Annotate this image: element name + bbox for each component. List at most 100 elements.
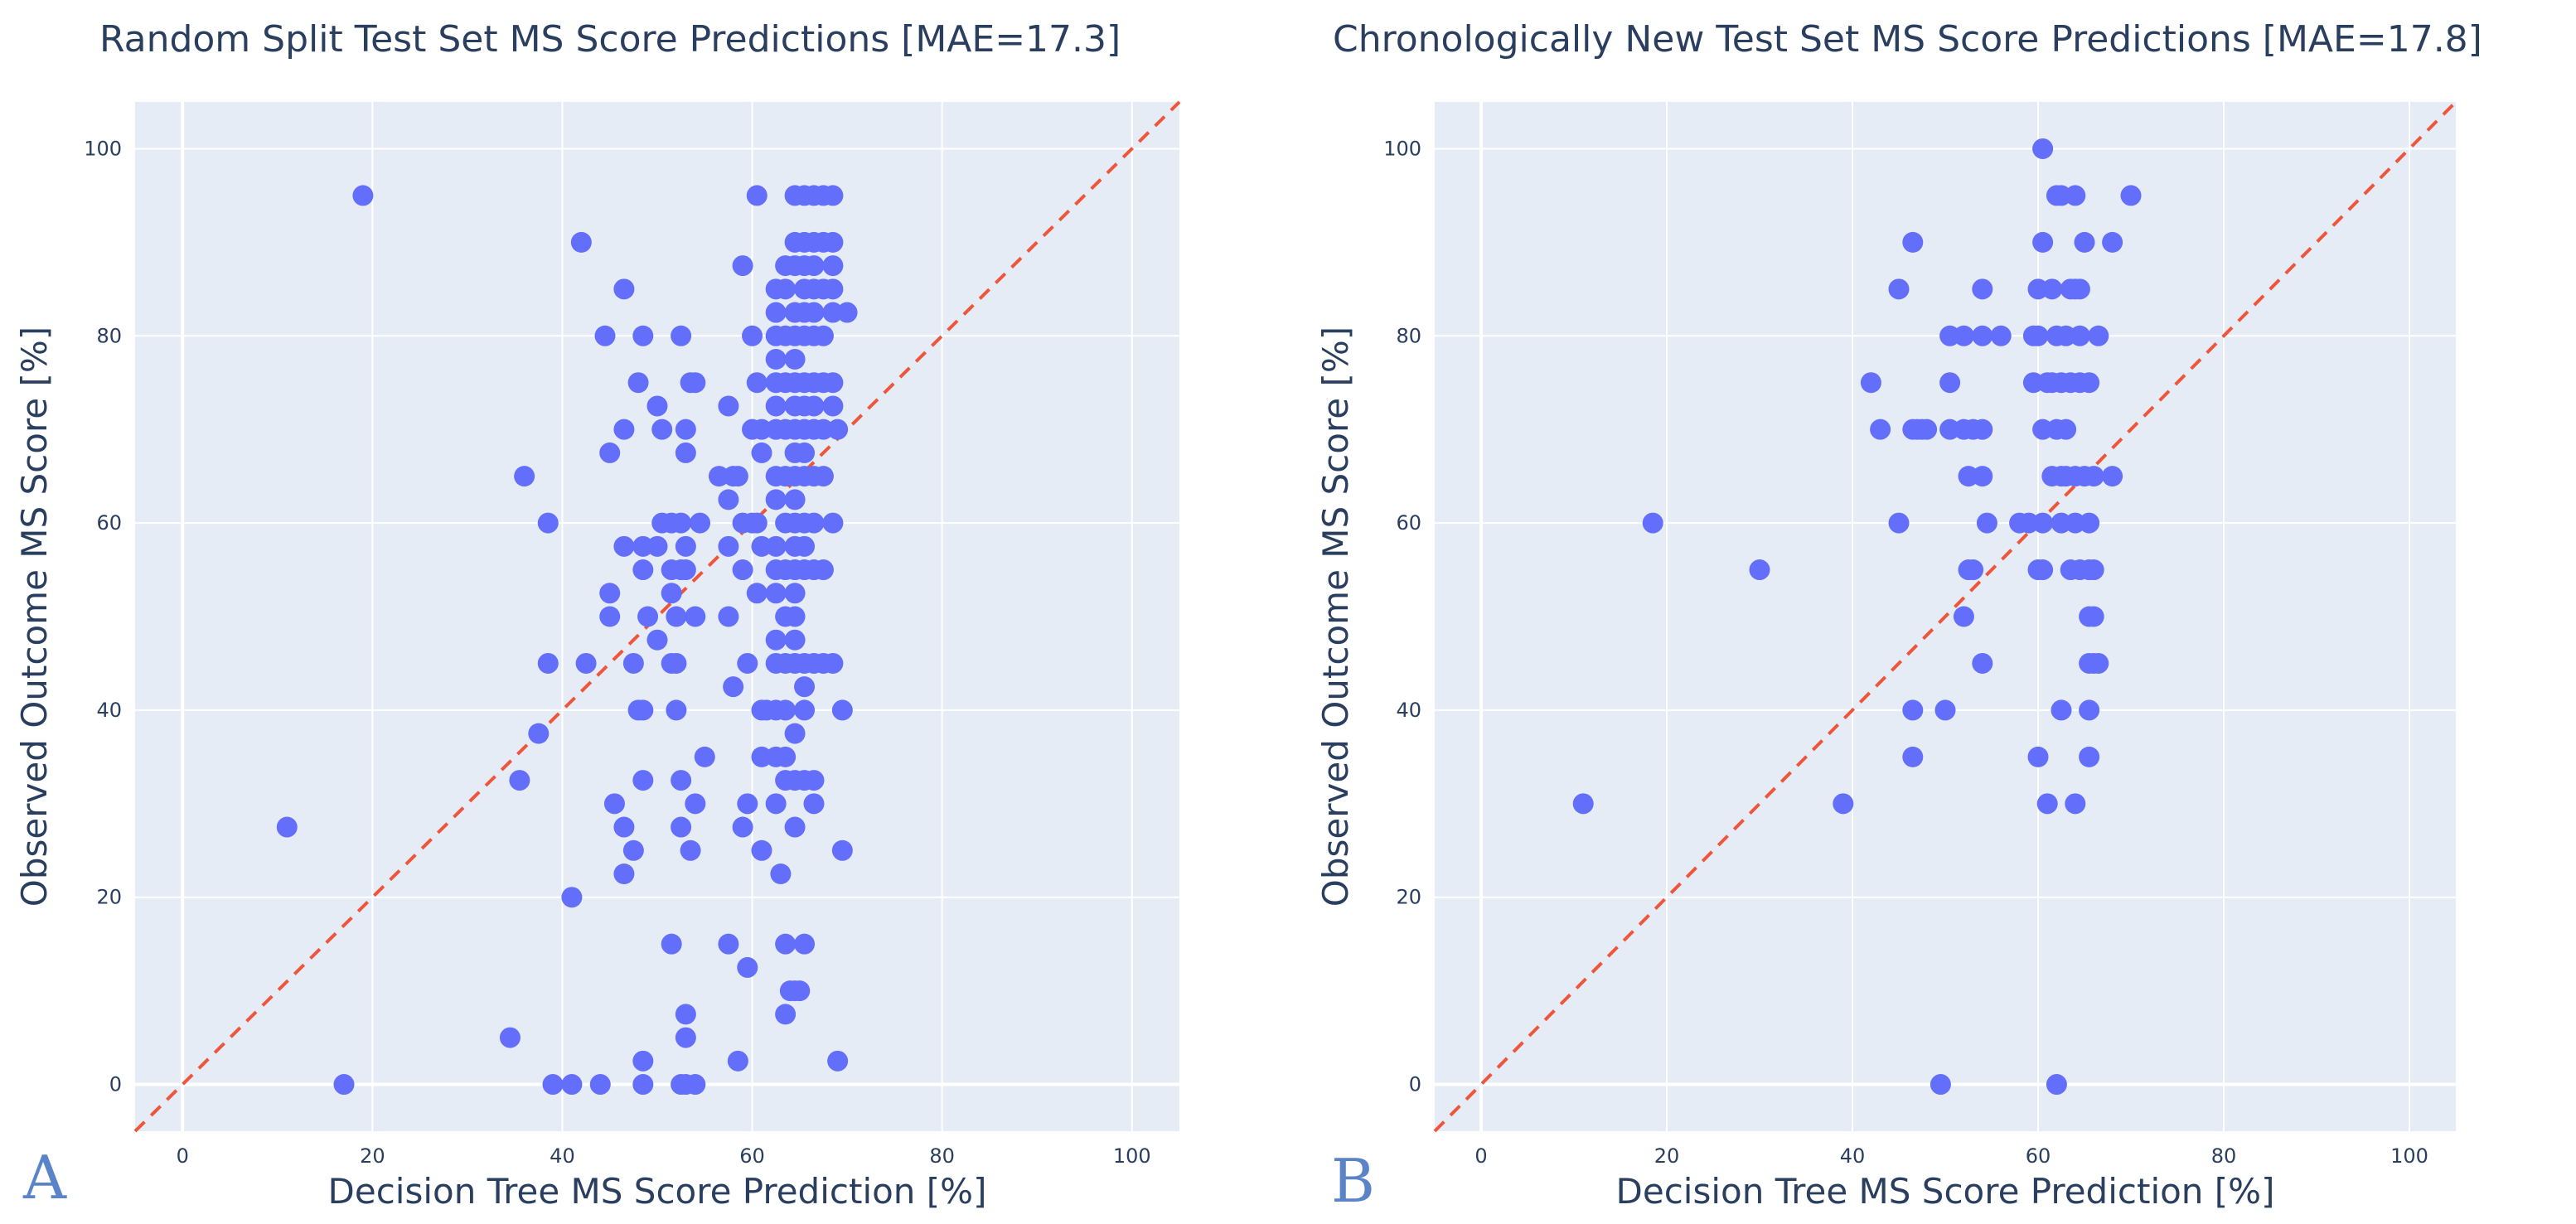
data-point-a	[827, 418, 849, 440]
data-point-a	[803, 512, 825, 534]
data-point-a	[646, 535, 668, 557]
data-point-a	[675, 559, 696, 581]
data-point-a	[727, 466, 748, 487]
data-point-a	[632, 699, 654, 721]
data-point-a	[784, 489, 806, 510]
y-tick-labels-a: 0 20 40 60 80 100	[84, 137, 122, 1096]
data-point-a	[794, 699, 816, 721]
data-point-a	[632, 1050, 654, 1072]
data-point-a	[276, 816, 298, 838]
data-point-a	[509, 770, 530, 791]
data-point-a	[666, 606, 687, 627]
data-point-a	[784, 606, 806, 627]
data-points-b	[1572, 138, 2142, 1096]
data-point-a	[671, 816, 692, 838]
data-point-a	[742, 325, 763, 346]
data-point-b	[1976, 512, 1997, 534]
data-point-a	[803, 255, 825, 277]
data-point-a	[827, 1050, 849, 1072]
data-point-a	[352, 185, 374, 206]
data-point-a	[622, 652, 644, 674]
data-point-b	[1902, 231, 1924, 253]
x-tick-label-b: 20	[1654, 1144, 1680, 1168]
data-point-b	[2102, 466, 2123, 487]
data-point-a	[499, 1027, 521, 1048]
gridlines-b	[1435, 102, 2456, 1131]
scatter-panel-b: Chronologically New Test Set MS Score Pr…	[1315, 18, 2482, 1216]
data-point-a	[770, 864, 792, 884]
data-point-a	[751, 418, 772, 440]
x-tick-label-a: 100	[1113, 1144, 1151, 1168]
x-tick-label-b: 100	[2390, 1144, 2428, 1168]
data-point-a	[822, 372, 844, 394]
data-point-a	[666, 699, 687, 721]
y-tick-label-a: 100	[84, 137, 122, 160]
data-point-b	[2027, 325, 2049, 346]
x-tick-label-b: 60	[2026, 1144, 2051, 1168]
data-points-a	[276, 185, 858, 1096]
data-point-a	[542, 1074, 564, 1096]
data-point-a	[732, 559, 753, 581]
data-point-a	[675, 418, 696, 440]
data-point-a	[803, 793, 825, 815]
data-point-a	[661, 933, 682, 955]
data-point-a	[718, 395, 739, 417]
data-point-b	[1972, 278, 1993, 300]
chart-title-a: Random Split Test Set MS Score Predictio…	[99, 18, 1121, 60]
data-point-b	[2079, 512, 2100, 534]
data-point-b	[1953, 606, 1974, 627]
data-point-a	[737, 956, 758, 978]
data-point-a	[812, 652, 834, 674]
data-point-b	[2102, 231, 2123, 253]
data-point-a	[685, 606, 706, 627]
data-point-a	[632, 770, 654, 791]
data-point-a	[765, 395, 787, 417]
y-tick-label-a: 60	[96, 511, 122, 535]
data-point-a	[732, 255, 753, 277]
data-point-b	[2120, 185, 2142, 206]
data-point-b	[1902, 699, 1924, 721]
y-tick-label-a: 20	[96, 886, 122, 909]
data-point-a	[803, 302, 825, 323]
data-point-a	[822, 278, 844, 300]
data-point-b	[1888, 512, 1910, 534]
data-point-a	[599, 606, 621, 627]
data-point-a	[708, 466, 729, 487]
data-point-a	[646, 395, 668, 417]
data-point-a	[794, 933, 816, 955]
data-point-a	[613, 864, 635, 884]
data-point-a	[765, 302, 787, 323]
data-point-a	[671, 325, 692, 346]
data-point-a	[671, 770, 692, 791]
data-point-b	[1888, 278, 1910, 300]
data-point-a	[718, 535, 739, 557]
data-point-a	[812, 418, 834, 440]
data-point-a	[746, 372, 767, 394]
data-point-b	[2069, 278, 2090, 300]
data-point-a	[622, 839, 644, 861]
x-axis-title-b: Decision Tree MS Score Prediction [%]	[1616, 1171, 2275, 1212]
data-point-a	[675, 535, 696, 557]
data-point-b	[1934, 699, 1956, 721]
data-point-b	[1572, 793, 1594, 815]
data-point-a	[784, 349, 806, 370]
data-point-a	[812, 466, 834, 487]
data-point-a	[575, 652, 597, 674]
data-point-a	[537, 652, 559, 674]
x-tick-label-b: 80	[2211, 1144, 2237, 1168]
data-point-a	[685, 793, 706, 815]
data-point-a	[765, 583, 787, 604]
data-point-b	[2079, 372, 2100, 394]
data-point-a	[694, 746, 715, 767]
data-point-a	[718, 606, 739, 627]
data-point-a	[737, 652, 758, 674]
data-point-b	[1972, 466, 1993, 487]
data-point-a	[765, 535, 787, 557]
data-point-b	[2055, 418, 2077, 440]
data-point-a	[690, 512, 711, 534]
data-point-a	[794, 442, 816, 463]
data-point-a	[812, 559, 834, 581]
data-point-a	[528, 723, 550, 744]
data-point-a	[784, 629, 806, 651]
data-point-a	[732, 816, 753, 838]
